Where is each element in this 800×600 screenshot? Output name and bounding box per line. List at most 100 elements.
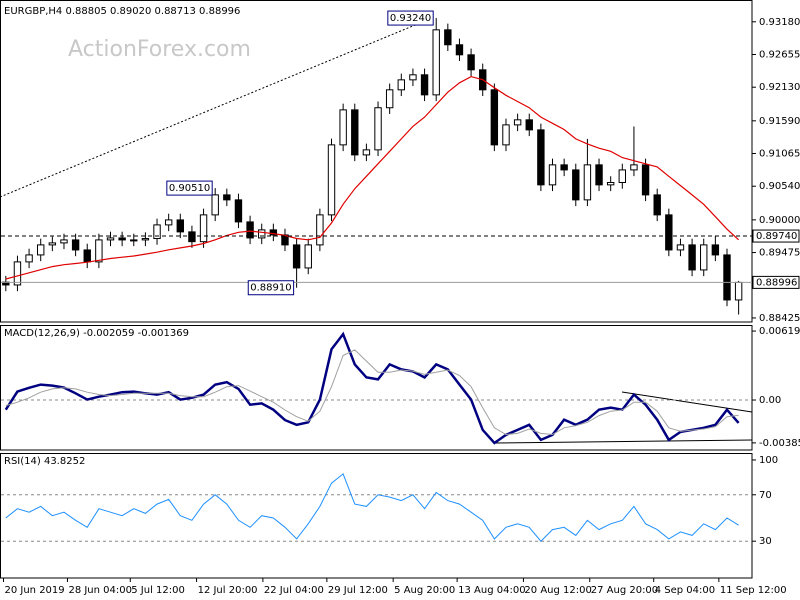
candle-body: [83, 249, 91, 263]
y-tick-label: 100: [759, 455, 778, 466]
candle-body: [700, 244, 708, 271]
x-tick-label: 4 Sep 04:00: [655, 585, 715, 596]
candle-body: [48, 242, 57, 246]
candle-body: [176, 219, 184, 233]
candle-body: [316, 214, 324, 246]
candle-body: [153, 224, 161, 240]
price-annotation: 0.93240: [390, 13, 431, 24]
candle-body: [71, 239, 80, 251]
y-tick-label: 0.92130: [759, 82, 800, 93]
candle-body: [723, 254, 731, 301]
candle-body: [653, 194, 661, 216]
candle-body: [106, 237, 115, 241]
candle-body: [385, 89, 394, 109]
price-level-label: 0.89740: [756, 231, 797, 242]
y-tick-label: -0.003851: [759, 438, 800, 449]
x-tick-label: 11 Sep 12:00: [720, 585, 787, 596]
candle-body: [432, 29, 440, 96]
candle-body: [583, 164, 592, 201]
y-tick-label: 0.91065: [759, 149, 800, 160]
candle-body: [525, 119, 533, 131]
candle-body: [467, 54, 475, 71]
candle-body: [397, 79, 405, 91]
x-tick-label: 5 Jul 12:00: [131, 585, 185, 596]
candle-body: [537, 129, 545, 186]
price-level-label: 0.88996: [756, 277, 797, 288]
y-tick-label: 0.90000: [759, 215, 800, 226]
y-tick-label: 0.92655: [759, 49, 800, 60]
candle-body: [37, 244, 45, 256]
candle-body: [304, 244, 312, 269]
candle-body: [246, 221, 254, 239]
price-annotation: 0.88910: [250, 283, 291, 294]
candle-body: [199, 214, 208, 243]
candle-body: [374, 107, 382, 151]
series-line: [4, 331, 740, 445]
candle-body: [560, 164, 568, 171]
x-tick-label: 28 Jun 04:00: [68, 585, 132, 596]
candle-body: [688, 244, 696, 271]
series-line: [5, 473, 739, 542]
candle-body: [60, 239, 68, 244]
price-annotation-box: [166, 180, 213, 196]
y-tick-label: 0.006195: [759, 326, 800, 337]
price-annotation: 0.90510: [169, 183, 210, 194]
candle-body: [572, 169, 580, 201]
candle-body: [258, 229, 266, 239]
candle-body: [606, 181, 615, 186]
candle-body: [513, 119, 522, 126]
candle-body: [234, 199, 243, 223]
candle-body: [618, 169, 627, 183]
macd-trend-line: [621, 391, 753, 413]
series-line: [5, 75, 740, 280]
candle-body: [327, 144, 336, 216]
panel-border: [0, 325, 753, 451]
series-line: [5, 349, 739, 436]
y-tick-label: 70: [759, 490, 772, 501]
candle-body: [455, 44, 464, 56]
watermark: ActionForex.com: [68, 37, 251, 62]
price-level-box: [752, 229, 800, 243]
indicator-title: RSI(14) 43.8252: [4, 456, 85, 467]
candle-body: [339, 109, 347, 146]
candle-body: [130, 239, 138, 242]
panel-border: [0, 453, 753, 579]
candle-body: [141, 238, 150, 241]
chart-title: EURGBP,H4 0.88805 0.89020 0.88713 0.8899…: [4, 6, 240, 17]
y-tick-label: 0.90540: [759, 181, 800, 192]
candle-body: [362, 149, 371, 156]
candle-body: [711, 244, 720, 256]
candle-body: [548, 164, 557, 186]
x-tick-label: 20 Jun 2019: [4, 585, 64, 596]
candle-body: [292, 244, 301, 269]
candle-body: [211, 194, 219, 216]
x-tick-label: 13 Aug 04:00: [458, 585, 525, 596]
candle-body: [13, 261, 22, 286]
price-annotation-box: [387, 10, 434, 26]
x-tick-label: 27 Aug 20:00: [591, 585, 658, 596]
candle-body: [595, 164, 603, 186]
candle-body: [118, 237, 126, 241]
candle-body: [665, 214, 673, 251]
indicator-title: MACD(12,26,9) -0.002059 -0.001369: [4, 328, 189, 339]
x-tick-label: 5 Aug 20:00: [394, 585, 455, 596]
panel-border: [0, 0, 753, 323]
candle-body: [420, 74, 429, 96]
x-tick-label: 29 Jul 12:00: [328, 585, 388, 596]
y-tick-label: 30: [759, 536, 772, 547]
x-tick-label: 20 Aug 12:00: [524, 585, 591, 596]
price-level-box: [752, 275, 800, 289]
candle-body: [409, 74, 417, 81]
candle-body: [676, 244, 685, 251]
candle-body: [164, 219, 173, 226]
trend-line: [0, 17, 433, 198]
candle-body: [223, 194, 231, 201]
y-tick-label: 0.89475: [759, 248, 800, 259]
candle-body: [188, 231, 196, 243]
candle-body: [734, 281, 743, 301]
y-tick-label: 0.88425: [759, 313, 800, 324]
x-tick-label: 12 Jul 20:00: [198, 585, 258, 596]
candle-body: [502, 124, 510, 146]
y-tick-label: 0.91590: [759, 116, 800, 127]
